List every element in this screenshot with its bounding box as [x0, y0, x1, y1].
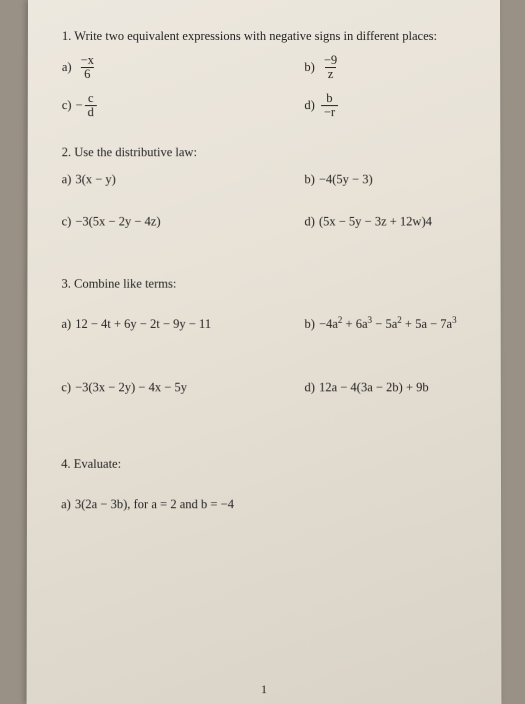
q2-a-label: a) [62, 171, 72, 187]
q3-b-expr: −4a2 + 6a3 − 5a2 + 5a − 7a3 [319, 316, 457, 332]
q2-d-expr: (5x − 5y − 3z + 12w)4 [319, 213, 432, 229]
q1-title: 1. Write two equivalent expressions with… [62, 28, 466, 44]
q3-d-label: d) [305, 379, 315, 395]
q1-d-frac: b −r [321, 92, 338, 118]
q3-c-label: c) [61, 379, 71, 395]
q2-row-cd: c) −3(5x − 2y − 4z) d) (5x − 5y − 3z + 1… [62, 213, 467, 229]
q1-a-label: a) [62, 59, 72, 75]
q4-a: a) 3(2a − 3b), for a = 2 and b = −4 [61, 496, 467, 512]
q3-b: b) −4a2 + 6a3 − 5a2 + 5a − 7a3 [305, 316, 467, 332]
q1-a-num: −x [78, 54, 97, 67]
q1-a-den: 6 [81, 67, 93, 81]
q2-d: d) (5x − 5y − 3z + 12w)4 [304, 213, 466, 229]
q1-d-num: b [323, 92, 335, 105]
q1-c-den: d [85, 105, 97, 119]
q1-a-frac: −x 6 [78, 54, 97, 80]
q2-d-label: d) [304, 213, 314, 229]
q1-d-den: −r [321, 105, 338, 119]
q1-row-cd: c) − c d d) b −r [62, 92, 466, 118]
q3-row-cd: c) −3(3x − 2y) − 4x − 5y d) 12a − 4(3a −… [61, 379, 466, 395]
q4-a-label: a) [61, 496, 71, 512]
q1-c-num: c [85, 92, 97, 105]
q2-c: c) −3(5x − 2y − 4z) [62, 213, 305, 229]
q2-b-label: b) [304, 171, 314, 187]
q4-title: 4. Evaluate: [61, 456, 467, 472]
q1-row-ab: a) −x 6 b) −9 z [62, 54, 466, 80]
q3-a-label: a) [61, 316, 71, 332]
q3-title: 3. Combine like terms: [61, 276, 466, 292]
q2-title: 2. Use the distributive law: [62, 144, 467, 160]
q1-b-frac: −9 z [321, 54, 340, 80]
q1-b-label: b) [304, 59, 314, 75]
q1-d-label: d) [304, 97, 314, 113]
q3-b-label: b) [305, 316, 315, 332]
q3-d-expr: 12a − 4(3a − 2b) + 9b [319, 379, 429, 395]
q4-a-expr: 3(2a − 3b), for a = 2 and b = −4 [75, 496, 234, 512]
q3-d: d) 12a − 4(3a − 2b) + 9b [305, 379, 467, 395]
q1-c: c) − c d [62, 92, 305, 118]
q2-b-expr: −4(5y − 3) [319, 171, 373, 187]
q3-a: a) 12 − 4t + 6y − 2t − 9y − 11 [61, 316, 304, 332]
page-number: 1 [27, 682, 502, 698]
q2-c-expr: −3(5x − 2y − 4z) [75, 213, 160, 229]
q2-b: b) −4(5y − 3) [304, 171, 466, 187]
q1-b: b) −9 z [304, 54, 466, 80]
q1-c-label: c) [62, 97, 72, 113]
q2-c-label: c) [62, 213, 72, 229]
q4-row-a: a) 3(2a − 3b), for a = 2 and b = −4 [61, 496, 467, 512]
q1-d: d) b −r [304, 92, 466, 118]
q2-a-expr: 3(x − y) [75, 171, 115, 187]
q1-b-num: −9 [321, 54, 340, 67]
q1-c-frac: c d [85, 92, 97, 118]
q1-c-neg: − [76, 97, 83, 113]
q3-c-expr: −3(3x − 2y) − 4x − 5y [75, 379, 187, 395]
q3-a-expr: 12 − 4t + 6y − 2t − 9y − 11 [75, 316, 211, 332]
q3-c: c) −3(3x − 2y) − 4x − 5y [61, 379, 304, 395]
q2-row-ab: a) 3(x − y) b) −4(5y − 3) [62, 171, 467, 187]
q3-row-ab: a) 12 − 4t + 6y − 2t − 9y − 11 b) −4a2 +… [61, 316, 466, 332]
worksheet-paper: 1. Write two equivalent expressions with… [27, 0, 502, 704]
q1-b-den: z [325, 67, 337, 81]
q2-a: a) 3(x − y) [62, 171, 305, 187]
q1-a: a) −x 6 [62, 54, 305, 80]
